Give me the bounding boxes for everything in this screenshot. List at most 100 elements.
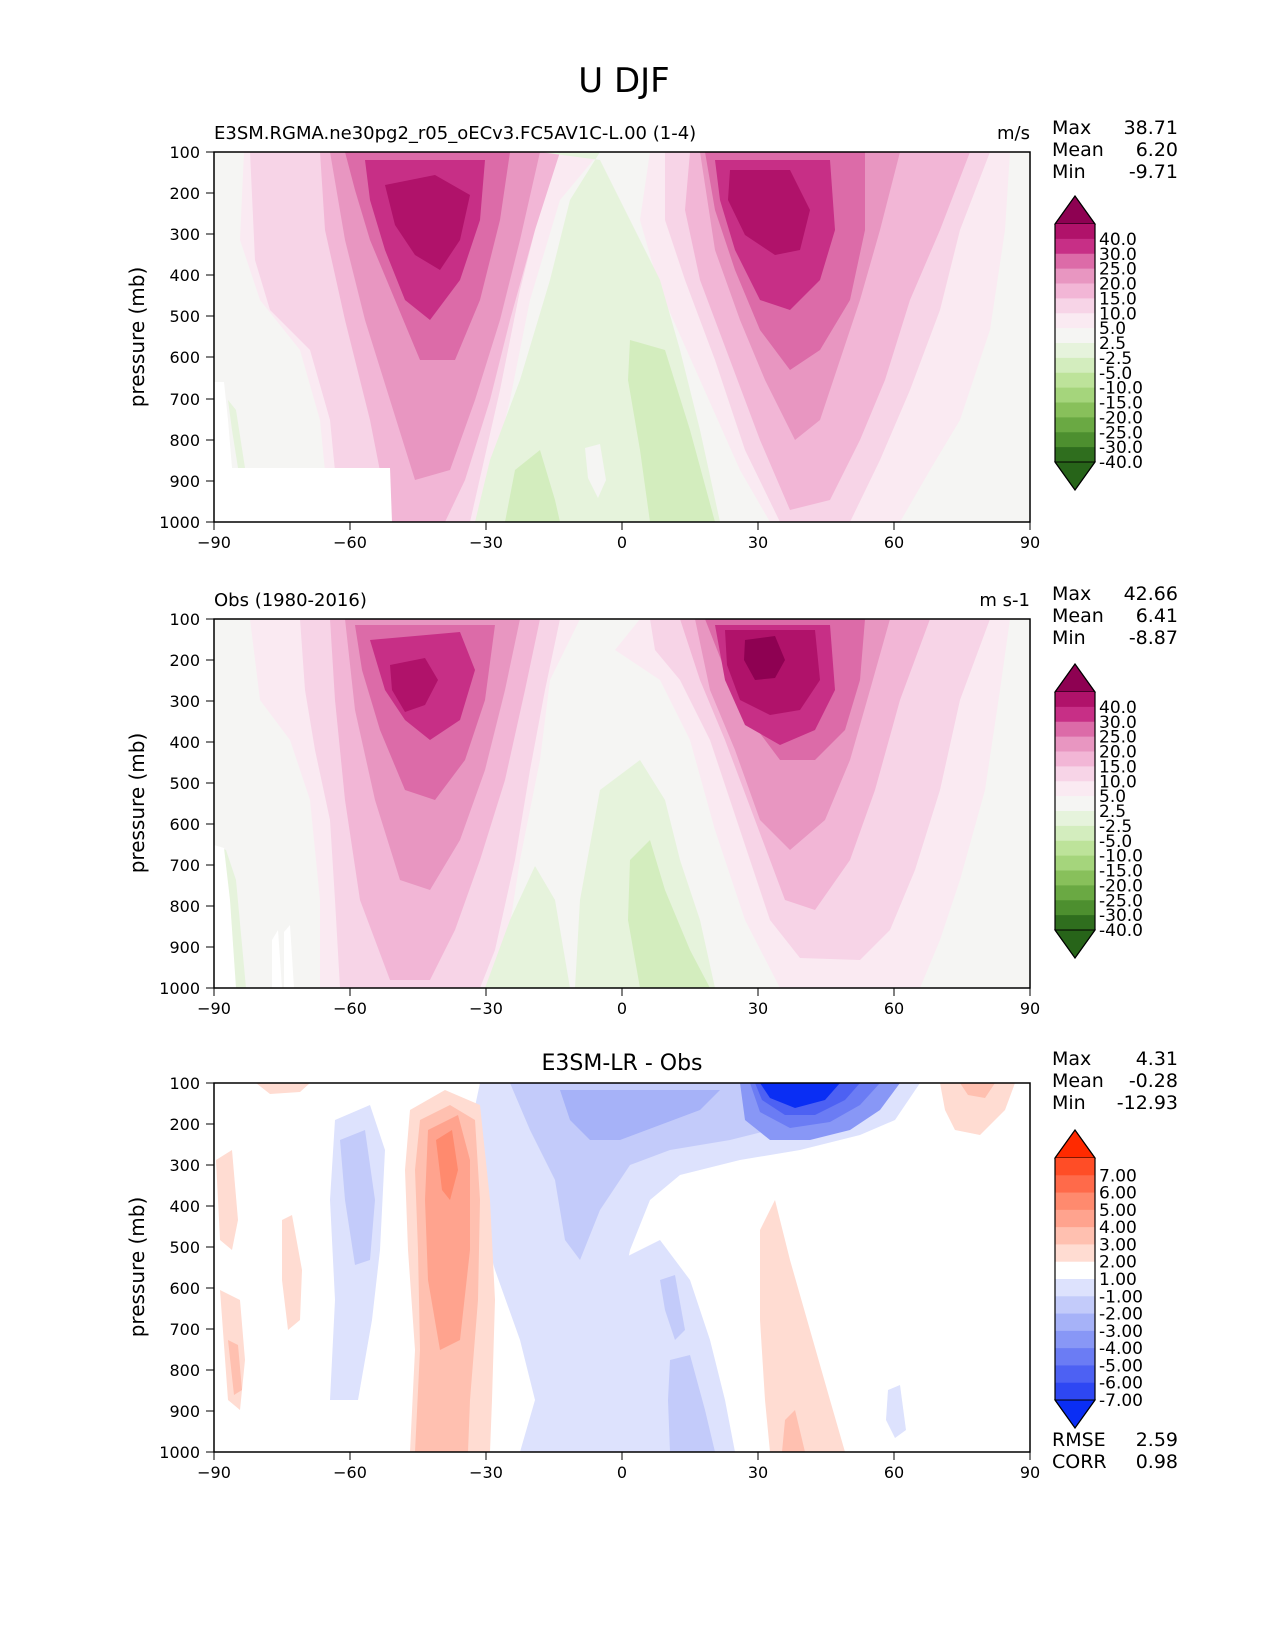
colorbar-segment [1055,447,1095,463]
metrics-box: RMSE 2.59 CORR 0.98 [1052,1429,1178,1473]
colorbar-tick-label: -2.5 [1099,349,1132,369]
stats-box: Max 42.66 Mean 6.41 Min -8.87 [1052,583,1178,649]
contour-pos-3 [425,1115,470,1350]
colorbar-tick-label: 20.0 [1099,743,1137,763]
colorbar-extend-min [1054,1399,1096,1429]
stat-max-value: 42.66 [1124,583,1178,605]
colorbar-tick-label: 15.0 [1099,289,1137,309]
x-tick-label: −30 [469,999,503,1018]
contour-neg-3 [560,1090,720,1140]
y-tick-label: 900 [169,1402,200,1421]
contour-pos-right-2 [782,1410,805,1452]
colorbar: 7.006.005.004.003.002.001.00-1.00-2.00-3… [1054,1128,1143,1430]
missing-data-strip-2 [272,925,294,988]
colorbar-segment [1055,1158,1095,1176]
colorbar-tick-label: 5.0 [1099,787,1126,807]
x-tick-label: −90 [197,533,231,552]
x-tick-label: −90 [197,1463,231,1482]
contour-easterly-3 [505,450,560,522]
colorbar-segment [1055,781,1095,797]
colorbar-tick-label: -30.0 [1099,906,1143,926]
contour-neg-7 [760,1083,840,1108]
colorbar-segment [1055,1209,1095,1228]
x-ticks: −90 −60 −30 0 30 60 90 [197,988,1040,1018]
colorbar-tick-label: -20.0 [1099,876,1143,896]
colorbar-tick-label: -5.0 [1099,364,1132,384]
y-tick-label: 700 [169,856,200,875]
x-tick-label: −30 [469,1463,503,1482]
colorbar-segment [1055,1244,1095,1263]
stat-mean-value: 6.41 [1136,605,1178,627]
colorbar-tick-label: -20.0 [1099,408,1143,428]
colorbar-segment [1055,1382,1095,1401]
colorbar: 40.030.025.020.015.010.05.02.5-2.5-5.0-1… [1054,194,1143,492]
x-tick-label: 60 [884,533,904,552]
panel-title: E3SM.RGMA.ne30pg2_r05_oECv3.FC5AV1C-L.00… [214,123,696,144]
contour-easterly-edge [228,400,245,468]
contour-neg-small [886,1385,906,1438]
x-tick-label: 60 [884,1463,904,1482]
colorbar-segment [1055,825,1095,842]
y-tick-label: 100 [169,610,200,629]
y-tick-label: 500 [169,1238,200,1257]
colorbar-extend-max [1054,1129,1096,1159]
metric-rmse-label: RMSE [1052,1429,1106,1451]
x-tick-label: −60 [333,1463,367,1482]
y-tick-label: 700 [169,390,200,409]
y-tick-label: 300 [169,225,200,244]
colorbar-tick-label: -6.00 [1099,1374,1143,1394]
stat-max-label: Max [1052,1048,1091,1070]
colorbar-segment [1055,692,1095,708]
y-tick-label: 300 [169,1156,200,1175]
contour-pos-top-3 [256,1083,310,1094]
y-ticks: 100 200 300 400 500 600 700 800 900 1000 [159,610,214,998]
colorbar-tick-label: 1.00 [1099,1270,1137,1290]
contour-neg-lower-2 [660,1275,715,1452]
colorbar-extend-max [1054,663,1096,693]
colorbar-segment [1055,417,1095,433]
panel-obs: Obs (1980-2016) m s-1 [125,583,1178,1018]
stat-min-label: Min [1052,627,1086,649]
stat-max-label: Max [1052,583,1091,605]
metric-corr-label: CORR [1052,1451,1107,1473]
y-tick-label: 400 [169,1197,200,1216]
stat-mean-value: -0.28 [1129,1070,1178,1092]
colorbar-tick-label: -25.0 [1099,891,1143,911]
colorbar-extend-max [1054,195,1096,225]
colorbar-extend-min [1054,929,1096,959]
y-tick-label: 1000 [159,513,200,532]
stats-box: Max 38.71 Mean 6.20 Min -9.71 [1052,117,1178,183]
colorbar-tick-label: 30.0 [1099,713,1137,733]
colorbar-segment [1055,915,1095,931]
colorbar-tick-label: 2.00 [1099,1253,1137,1273]
y-tick-label: 400 [169,733,200,752]
colorbar-tick-label: -3.00 [1099,1322,1143,1342]
contour-field [214,1083,1030,1452]
panel-difference: E3SM-LR - Obs [125,1048,1178,1482]
panel-units: m/s [997,123,1030,144]
y-tick-label: 500 [169,774,200,793]
y-tick-label: 1000 [159,979,200,998]
y-axis-label: pressure (mb) [125,733,149,874]
colorbar-segment [1055,766,1095,782]
stat-mean-label: Mean [1052,1070,1104,1092]
y-ticks: 100 200 300 400 500 600 700 800 900 1000 [159,143,214,532]
colorbar-segment [1055,736,1095,752]
x-tick-label: 0 [617,1463,627,1482]
y-ticks: 100 200 300 400 500 600 700 800 900 1000 [159,1074,214,1462]
contour-easterly-2 [628,840,710,988]
colorbar-outline [1054,194,1096,492]
y-tick-label: 800 [169,1361,200,1380]
colorbar-segment [1055,1192,1095,1211]
colorbar-tick-label: -15.0 [1099,394,1143,414]
colorbar-tick-label: -10.0 [1099,847,1143,867]
colorbar-tick-label: -1.00 [1099,1287,1143,1307]
stat-max-value: 4.31 [1136,1048,1178,1070]
colorbar-tick-label: -30.0 [1099,438,1143,458]
x-tick-label: −90 [197,999,231,1018]
colorbar: 40.030.025.020.015.010.05.02.5-2.5-5.0-1… [1054,662,1143,960]
colorbar-tick-label: -40.0 [1099,453,1143,473]
colorbar-segment [1055,283,1095,299]
colorbar-segment [1055,402,1095,418]
